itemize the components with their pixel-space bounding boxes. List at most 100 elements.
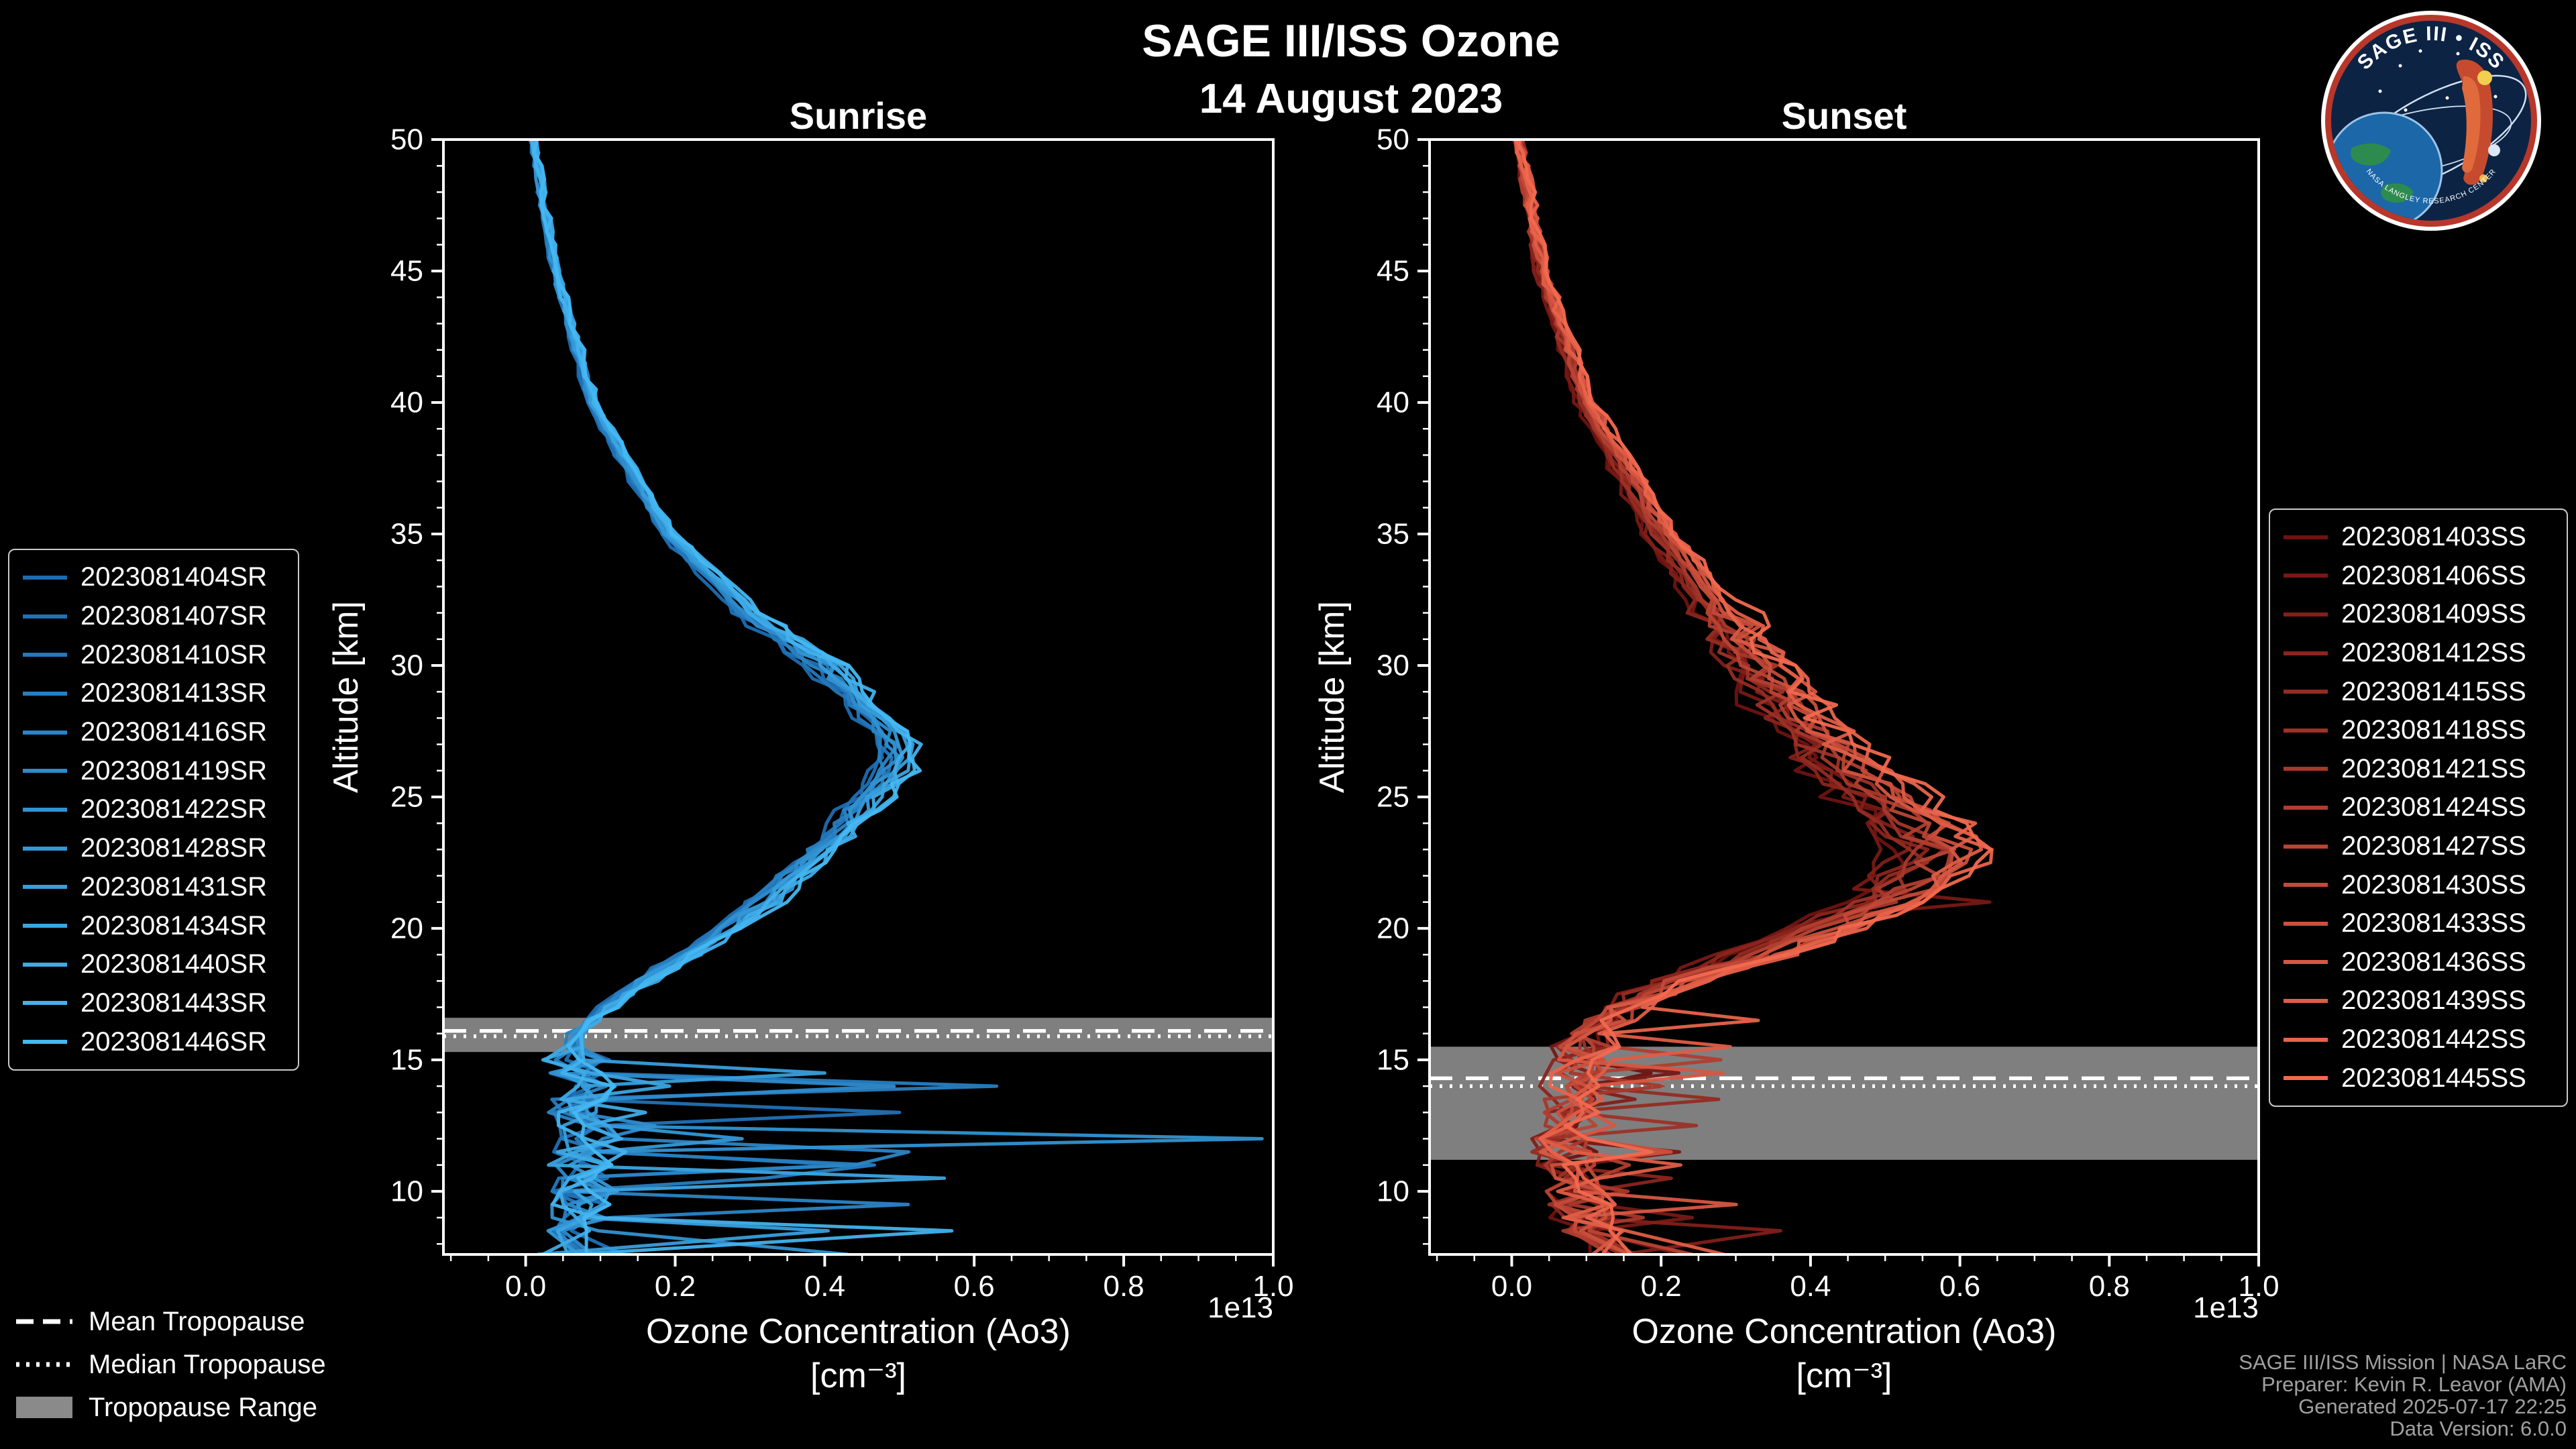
y-tick-label: 10 xyxy=(390,1175,423,1208)
y-tick-label: 40 xyxy=(390,386,423,419)
sunset-legend: 2023081403SS 2023081406SS 2023081409SS 2023… xyxy=(2269,508,2568,1107)
series-color-swatch xyxy=(23,924,67,928)
series-label: 2023081431SR xyxy=(80,871,268,902)
legend-item: 2023081413SR xyxy=(23,674,284,713)
panel-title: Sunset xyxy=(1782,95,1907,137)
sunrise-panel: 0.0 0.2 0.4 0.6 0.8 1.0 10 15 20 25 30 35 40 45 50 Sunr… xyxy=(327,95,1294,1395)
tropopause-range-legend-item: Tropopause Range xyxy=(16,1390,326,1425)
legend-item: 2023081446SR xyxy=(23,1022,284,1061)
star-dot xyxy=(2493,95,2498,99)
x-tick-label: 0.4 xyxy=(804,1270,845,1303)
dotted-line-swatch xyxy=(16,1362,72,1367)
series-label: 2023081412SS xyxy=(2341,638,2526,668)
series-color-swatch xyxy=(2284,651,2328,655)
mean-tropopause-label: Mean Tropopause xyxy=(89,1306,305,1336)
x-tick-label: 1.0 xyxy=(2238,1270,2279,1303)
series-color-swatch xyxy=(23,846,67,851)
series-color-swatch xyxy=(2284,767,2328,771)
series-color-swatch xyxy=(2284,690,2328,694)
legend-item: 2023081442SS xyxy=(2284,1020,2553,1059)
series-label: 2023081424SS xyxy=(2341,792,2526,822)
footer-line-version: Data Version: 6.0.0 xyxy=(2390,1417,2567,1440)
y-tick-label: 45 xyxy=(390,255,423,288)
figure-highlight xyxy=(2462,76,2481,173)
y-tick-label: 40 xyxy=(1377,386,1409,419)
series-color-swatch xyxy=(2284,805,2328,810)
series-label: 2023081434SR xyxy=(80,910,268,941)
series-label: 2023081416SR xyxy=(80,717,268,747)
series-color-swatch xyxy=(23,575,67,580)
earth-outline xyxy=(2331,111,2443,221)
legend-item: 2023081416SR xyxy=(23,713,284,752)
series-color-swatch xyxy=(23,1040,67,1044)
legend-item: 2023081439SS xyxy=(2284,981,2553,1020)
y-tick-label: 35 xyxy=(390,518,423,551)
axes-frame xyxy=(442,138,1275,1256)
series-label: 2023081406SS xyxy=(2341,560,2526,590)
series-color-swatch xyxy=(23,730,67,735)
y-tick-label: 50 xyxy=(1377,123,1409,156)
legend-item: 2023081433SS xyxy=(2284,904,2553,943)
y-tick-label: 15 xyxy=(1377,1043,1409,1076)
date-subtitle: 14 August 2023 xyxy=(1199,76,1503,122)
median-tropopause-legend-item: Median Tropopause xyxy=(16,1347,326,1382)
x-axis-units: [cm⁻³] xyxy=(1796,1356,1892,1395)
footer-line-generated: Generated 2025-07-17 22:25 xyxy=(2298,1395,2567,1418)
series-label: 2023081436SS xyxy=(2341,947,2526,977)
y-tick-label: 35 xyxy=(1377,518,1409,551)
series-line xyxy=(532,140,922,1254)
legend-item: 2023081410SR xyxy=(23,635,284,674)
series-color-swatch xyxy=(2284,535,2328,539)
star-dot xyxy=(2456,52,2460,56)
series-label: 2023081428SR xyxy=(80,833,268,863)
planet-dot xyxy=(2479,174,2487,182)
sun-dot xyxy=(2477,70,2492,85)
earth-continent xyxy=(2351,143,2391,166)
series-label: 2023081430SS xyxy=(2341,869,2526,900)
series-line xyxy=(1513,140,1984,1254)
y-tick-label: 20 xyxy=(1377,912,1409,945)
series-color-swatch xyxy=(23,653,67,657)
series-label: 2023081439SS xyxy=(2341,985,2526,1016)
gray-band-swatch xyxy=(16,1397,72,1418)
series-color-swatch xyxy=(2284,728,2328,733)
legend-item: 2023081409SS xyxy=(2284,595,2553,634)
axis-ticks xyxy=(1417,138,2260,1267)
legend-item: 2023081440SR xyxy=(23,945,284,984)
legend-item: 2023081404SR xyxy=(23,558,284,597)
series-color-swatch xyxy=(23,614,67,619)
legend-item: 2023081422SR xyxy=(23,790,284,829)
y-axis-label: Altitude [km] xyxy=(1313,601,1352,793)
x-axis-label: Ozone Concentration (Ao3) xyxy=(646,1312,1071,1351)
legend-item: 2023081443SR xyxy=(23,984,284,1023)
series-label: 2023081446SR xyxy=(80,1026,268,1057)
footer-line-mission: SAGE III/ISS Mission | NASA LaRC xyxy=(2239,1350,2567,1374)
star-dot xyxy=(2378,89,2382,93)
x-tick-label: 0.0 xyxy=(1491,1270,1532,1303)
series-lines xyxy=(1511,140,1994,1254)
series-color-swatch xyxy=(2284,574,2328,578)
x-tick-label: 0.8 xyxy=(1104,1270,1144,1303)
y-tick-label: 20 xyxy=(390,912,423,945)
legend-item: 2023081403SS xyxy=(2284,518,2553,557)
series-label: 2023081445SS xyxy=(2341,1063,2526,1093)
dashed-line-swatch xyxy=(16,1319,72,1324)
legend-item: 2023081434SR xyxy=(23,906,284,945)
footer-line-preparer: Preparer: Kevin R. Leavor (AMA) xyxy=(2261,1373,2567,1396)
axes-frame xyxy=(1428,138,2260,1256)
legend-item: 2023081436SS xyxy=(2284,943,2553,982)
legend-item: 2023081421SS xyxy=(2284,750,2553,789)
legend-item: 2023081431SR xyxy=(23,868,284,907)
x-tick-label: 0.2 xyxy=(1641,1270,1682,1303)
y-tick-label: 30 xyxy=(390,649,423,682)
series-label: 2023081418SS xyxy=(2341,715,2526,745)
x-tick-label: 0.6 xyxy=(954,1270,995,1303)
series-color-swatch xyxy=(2284,612,2328,616)
legend-item: 2023081424SS xyxy=(2284,788,2553,827)
series-label: 2023081409SS xyxy=(2341,599,2526,629)
legend-item: 2023081445SS xyxy=(2284,1059,2553,1097)
earth-continent xyxy=(2381,183,2414,203)
series-color-swatch xyxy=(23,769,67,773)
series-label: 2023081413SR xyxy=(80,678,268,708)
